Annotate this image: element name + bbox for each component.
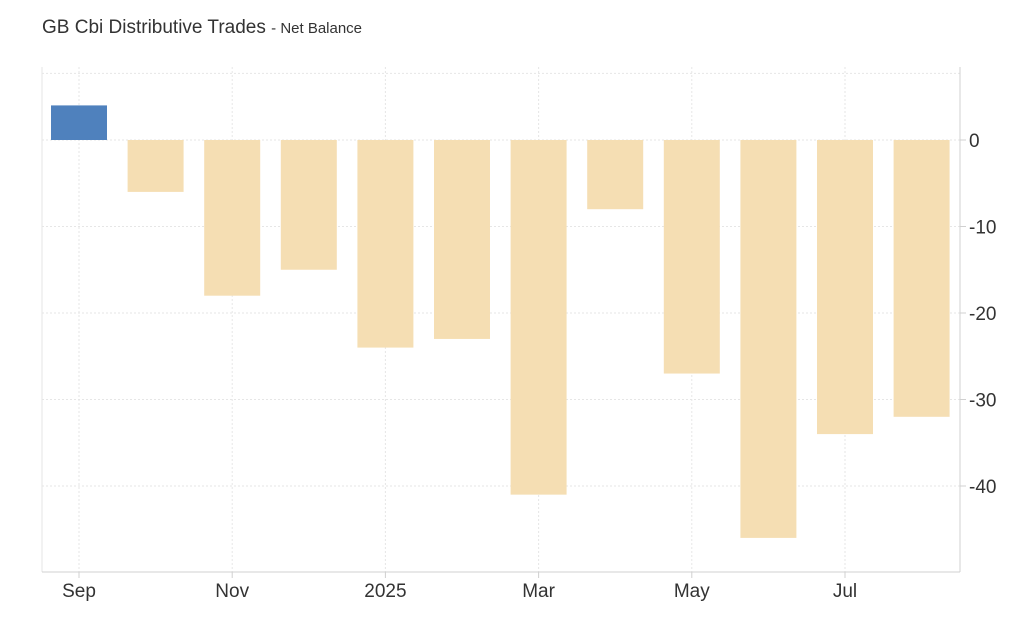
y-tick-label: 0 (969, 131, 980, 152)
y-tick-label: -10 (969, 218, 996, 239)
bar-may-2025[interactable] (663, 140, 720, 374)
x-tick-label: Jul (833, 581, 857, 602)
x-tick-label: 2025 (364, 581, 406, 602)
chart-title-text: GB Cbi Distributive Trades (42, 17, 266, 38)
chart-subtitle-text: Net Balance (280, 20, 363, 37)
y-tick-label: -20 (969, 304, 996, 325)
bar-feb-2025[interactable] (434, 140, 490, 339)
chart-subtitle: - Net Balance (271, 20, 363, 37)
bar-mar-2025[interactable] (510, 140, 567, 495)
x-tick-label: Sep (62, 581, 96, 602)
bar-dec-2024[interactable] (280, 140, 337, 270)
chart-title: GB Cbi Distributive Trades - Net Balance (42, 17, 362, 39)
bar-jul-2025[interactable] (817, 140, 873, 435)
bar-jan-2025[interactable] (357, 140, 414, 348)
x-tick-label: Nov (215, 581, 249, 602)
x-tick-label: Mar (522, 581, 555, 602)
bar-jun-2025[interactable] (740, 140, 797, 538)
bar-oct-2024[interactable] (127, 140, 184, 192)
bar-nov-2024[interactable] (204, 140, 261, 296)
bar-aug-2025[interactable] (893, 140, 950, 417)
bar-apr-2025[interactable] (587, 140, 644, 210)
x-tick-label: May (674, 581, 710, 602)
y-tick-label: -40 (969, 477, 996, 498)
y-tick-label: -30 (969, 391, 996, 412)
bar-sep-2024[interactable] (51, 105, 107, 140)
